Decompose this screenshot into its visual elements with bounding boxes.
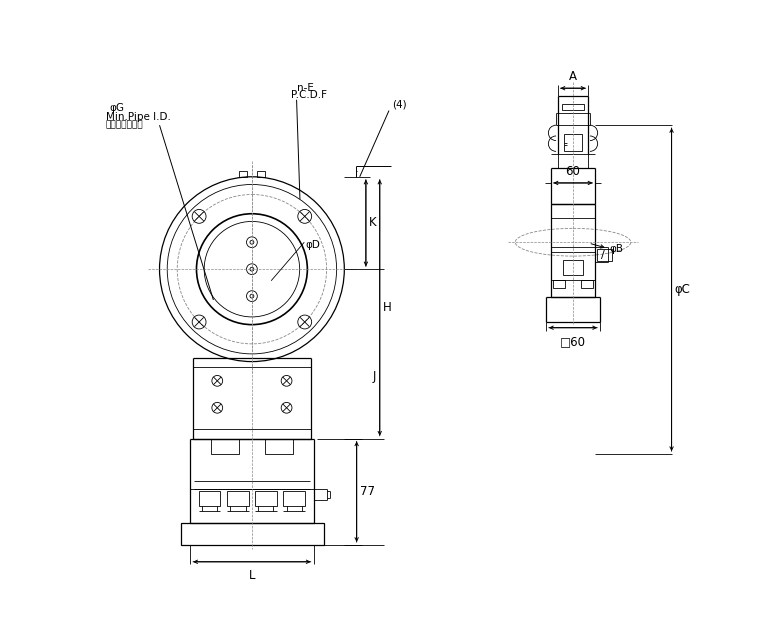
Text: 接続管最小内径: 接続管最小内径 [106, 121, 144, 130]
Text: φD: φD [306, 240, 321, 250]
Bar [562, 104, 584, 110]
Bar [255, 491, 276, 506]
Text: n-E: n-E [296, 82, 313, 93]
Bar [265, 438, 293, 454]
Text: φB: φB [609, 244, 623, 254]
Bar [553, 280, 565, 288]
Text: A: A [569, 70, 577, 83]
Text: 60: 60 [565, 166, 581, 178]
Text: H: H [382, 301, 392, 314]
Text: Min.Pipe I.D.: Min.Pipe I.D. [106, 112, 170, 122]
Text: 77: 77 [359, 485, 375, 498]
Bar [181, 523, 323, 545]
Bar [283, 491, 305, 506]
Bar [239, 171, 247, 177]
Bar [199, 491, 220, 506]
Text: □60: □60 [560, 335, 586, 348]
Bar [563, 260, 583, 275]
Text: /: / [601, 250, 605, 260]
Bar [211, 438, 239, 454]
Text: (4): (4) [392, 100, 407, 109]
Text: φC: φC [674, 283, 690, 296]
Text: L: L [249, 569, 255, 581]
Bar [257, 171, 265, 177]
Text: J: J [372, 370, 376, 383]
Bar [597, 249, 612, 261]
Bar [581, 280, 593, 288]
Text: K: K [369, 217, 376, 229]
Text: P.C.D.F: P.C.D.F [291, 90, 327, 100]
Bar [227, 491, 249, 506]
Text: φG: φG [110, 104, 124, 113]
Bar [564, 134, 582, 151]
